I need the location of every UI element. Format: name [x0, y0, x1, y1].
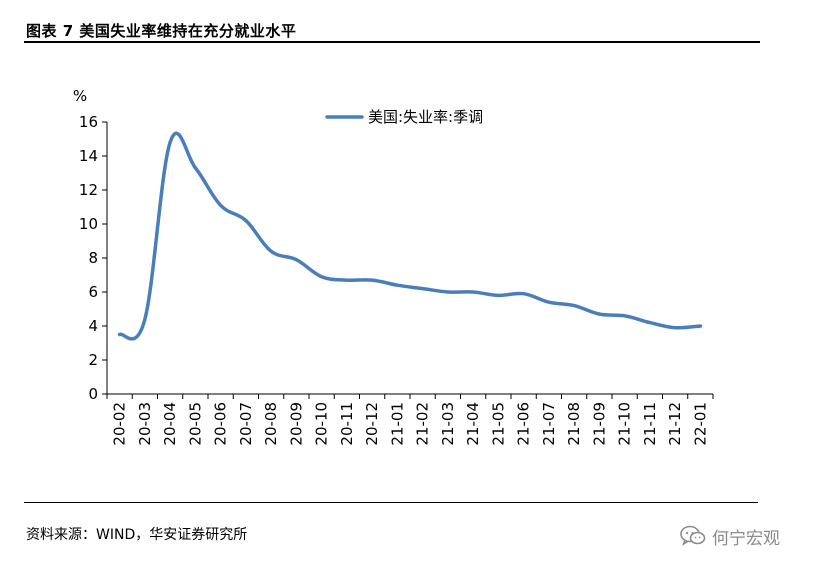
series-line — [117, 131, 703, 341]
x-tick-label: 21-11 — [641, 402, 659, 446]
y-tick-label: 2 — [88, 351, 98, 369]
x-tick-label: 22-01 — [691, 402, 709, 446]
x-tick-label: 21-12 — [666, 402, 684, 446]
wechat-icon — [680, 525, 706, 546]
line-chart: 0 2 4 6 8 10 12 14 16% 20-02 20-03 20-04 20-05 20-06 2… — [73, 87, 714, 446]
source-note: 资料来源：WIND，华安证券研究所 — [26, 527, 248, 543]
x-tick-label: 20-07 — [237, 402, 255, 446]
x-tick-label: 21-10 — [616, 402, 634, 446]
x-tick-label: 20-03 — [136, 402, 154, 446]
x-tick-label: 21-04 — [464, 402, 482, 446]
x-tick-label: 20-04 — [161, 402, 179, 446]
y-tick-label: 14 — [79, 147, 98, 165]
x-tick-label: 20-05 — [186, 402, 204, 446]
x-tick-label: 21-03 — [439, 402, 457, 446]
y-axis-unit: % — [73, 87, 87, 105]
footer-rule — [24, 502, 758, 503]
y-tick-label: 8 — [88, 249, 98, 267]
x-tick-label: 20-10 — [313, 402, 331, 446]
watermark-text: 何宁宏观 — [712, 528, 780, 549]
x-tick-label: 21-02 — [414, 402, 432, 446]
watermark: 何宁宏观 — [680, 524, 780, 549]
y-tick-label: 10 — [79, 215, 98, 233]
x-tick-label: 20-02 — [111, 402, 129, 446]
x-tick-label: 21-05 — [489, 402, 507, 446]
y-tick-label: 4 — [88, 317, 98, 335]
y-tick-label: 12 — [79, 181, 98, 199]
x-tick-label: 20-08 — [262, 402, 280, 446]
x-tick-label: 20-11 — [338, 402, 356, 446]
y-tick-label: 6 — [88, 283, 98, 301]
chart-series — [117, 131, 703, 341]
chart-legend: 美国:失业率:季调 — [325, 108, 483, 126]
title-rule — [24, 41, 760, 43]
x-tick-label: 21-08 — [565, 402, 583, 446]
x-tick-label: 20-12 — [363, 402, 381, 446]
x-tick-label: 20-06 — [212, 402, 230, 446]
legend-label: 美国:失业率:季调 — [368, 108, 483, 126]
x-tick-label: 21-06 — [515, 402, 533, 446]
x-tick-label: 21-09 — [590, 402, 608, 446]
x-tick-label: 20-09 — [287, 402, 305, 446]
x-tick-label: 21-01 — [388, 402, 406, 446]
y-tick-label: 0 — [88, 385, 98, 403]
x-tick-label: 21-07 — [540, 402, 558, 446]
y-tick-label: 16 — [79, 113, 98, 131]
figure-title: 图表 7 美国失业率维持在充分就业水平 — [26, 22, 297, 40]
chart-axes: 0 2 4 6 8 10 12 14 16% 20-02 20-03 20-04 20-05 20-06 2… — [73, 87, 714, 446]
